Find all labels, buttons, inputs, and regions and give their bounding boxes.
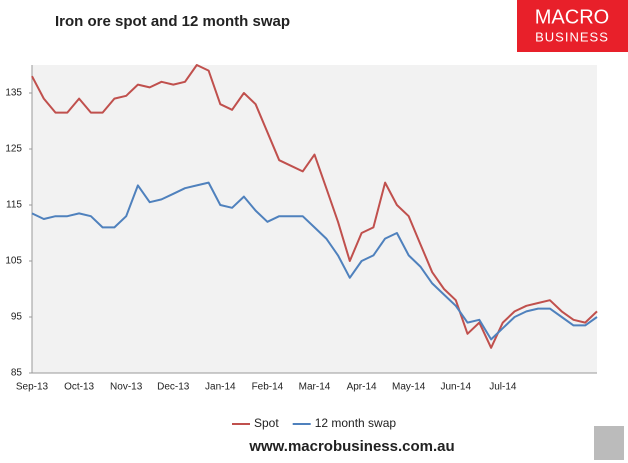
x-tick-label: Apr-14 (347, 382, 377, 393)
legend-label: 12 month swap (315, 416, 397, 430)
y-tick-label: 85 (11, 368, 23, 379)
x-tick-label: Jul-14 (489, 382, 517, 393)
y-tick-label: 125 (5, 144, 22, 155)
logo-text: BUSINESS (535, 29, 609, 44)
y-tick-label: 115 (6, 200, 22, 211)
chart-title: Iron ore spot and 12 month swap (55, 13, 290, 30)
logo-icon (594, 426, 624, 460)
line-series (31, 64, 598, 349)
logo-box (517, 0, 628, 52)
x-tick-label: Feb-14 (252, 382, 284, 393)
plot-area (32, 65, 597, 373)
x-tick-label: Sep-13 (16, 382, 49, 393)
line-series (31, 181, 598, 341)
x-tick-label: Nov-13 (110, 382, 143, 393)
x-tick-label: Oct-13 (64, 382, 94, 393)
x-tick-label: Jun-14 (440, 382, 471, 393)
footer-url: www.macrobusiness.com.au (248, 438, 454, 455)
x-tick-label: Dec-13 (157, 382, 190, 393)
legend-label: Spot (254, 416, 279, 430)
y-tick-label: 105 (5, 256, 22, 267)
logo-text: MACRO (535, 6, 609, 28)
x-tick-label: May-14 (392, 382, 426, 393)
x-tick-label: Jan-14 (205, 382, 236, 393)
x-tick-label: Mar-14 (299, 382, 331, 393)
y-tick-label: 135 (5, 88, 22, 99)
y-tick-label: 95 (11, 312, 23, 323)
